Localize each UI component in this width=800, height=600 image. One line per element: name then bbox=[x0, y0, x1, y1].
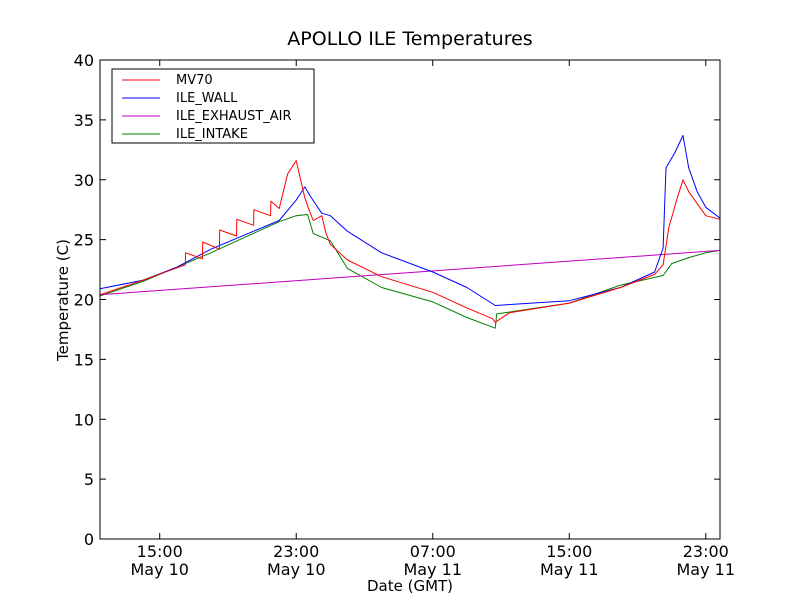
y-tick-label: 10 bbox=[74, 410, 94, 429]
series-line-ile-exhaust-air bbox=[99, 249, 721, 296]
x-tick-label-time: 23:00 bbox=[683, 542, 729, 561]
series-line-mv70 bbox=[99, 160, 721, 323]
x-tick-label-date: May 10 bbox=[267, 560, 326, 579]
y-tick-label: 20 bbox=[74, 291, 94, 310]
legend-label: MV70 bbox=[176, 73, 213, 88]
legend-label: ILE_EXHAUST_AIR bbox=[176, 109, 292, 124]
legend-label: ILE_WALL bbox=[176, 91, 238, 106]
y-tick-label: 5 bbox=[84, 470, 94, 489]
x-tick-label-date: May 11 bbox=[540, 560, 599, 579]
y-tick-label: 40 bbox=[74, 51, 94, 70]
y-axis: 0 5 10 15 20 25 30 35 40 bbox=[74, 51, 720, 549]
x-tick-label-time: 07:00 bbox=[410, 542, 456, 561]
x-tick-label-time: 23:00 bbox=[273, 542, 319, 561]
legend-box bbox=[111, 68, 315, 144]
series-layer bbox=[99, 134, 721, 329]
legend: MV70 ILE_WALL ILE_EXHAUST_AIR ILE_INTAKE bbox=[111, 68, 315, 144]
series-line-ile-intake bbox=[99, 214, 721, 329]
y-axis-label: Temperature (C) bbox=[54, 239, 72, 362]
x-axis-label: Date (GMT) bbox=[367, 577, 453, 595]
x-tick-label-date: May 10 bbox=[130, 560, 189, 579]
y-tick-label: 25 bbox=[74, 231, 94, 250]
y-tick-label: 15 bbox=[74, 350, 94, 369]
chart-title: APOLLO ILE Temperatures bbox=[287, 28, 532, 50]
y-tick-label: 0 bbox=[84, 530, 94, 549]
x-tick-label-date: May 11 bbox=[403, 560, 462, 579]
series-line-ile-wall bbox=[99, 134, 721, 306]
y-tick-label: 35 bbox=[74, 111, 94, 130]
legend-label: ILE_INTAKE bbox=[176, 127, 248, 142]
y-tick-label: 30 bbox=[74, 171, 94, 190]
x-tick-label-date: May 11 bbox=[677, 560, 736, 579]
x-tick-label-time: 15:00 bbox=[546, 542, 592, 561]
x-tick-label-time: 15:00 bbox=[137, 542, 183, 561]
